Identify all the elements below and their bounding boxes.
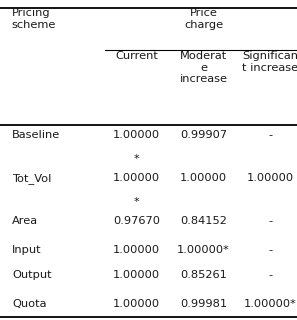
Text: Baseline: Baseline <box>12 130 60 140</box>
Text: 1.00000: 1.00000 <box>247 173 294 183</box>
Text: Output: Output <box>12 270 51 280</box>
Text: 1.00000: 1.00000 <box>113 245 160 255</box>
Text: Area: Area <box>12 216 38 226</box>
Text: 1.00000: 1.00000 <box>113 130 160 140</box>
Text: Moderat
e
increase: Moderat e increase <box>179 51 228 84</box>
Text: -: - <box>268 245 272 255</box>
Text: 1.00000: 1.00000 <box>113 299 160 309</box>
Text: 0.99981: 0.99981 <box>180 299 227 309</box>
Text: 1.00000*: 1.00000* <box>244 299 297 309</box>
Text: Input: Input <box>12 245 42 255</box>
Text: 0.97670: 0.97670 <box>113 216 160 226</box>
Text: Tot_Vol: Tot_Vol <box>12 173 51 184</box>
Text: Pricing
scheme: Pricing scheme <box>12 8 56 30</box>
Text: -: - <box>268 216 272 226</box>
Text: 0.84152: 0.84152 <box>180 216 227 226</box>
Text: Significan
t increase: Significan t increase <box>242 51 297 73</box>
Text: -: - <box>268 130 272 140</box>
Text: 0.85261: 0.85261 <box>180 270 227 280</box>
Text: 1.00000*: 1.00000* <box>177 245 230 255</box>
Text: *: * <box>134 197 139 207</box>
Text: 1.00000: 1.00000 <box>113 270 160 280</box>
Text: 1.00000: 1.00000 <box>113 173 160 183</box>
Text: Current: Current <box>115 51 158 61</box>
Text: Price
charge: Price charge <box>184 8 223 30</box>
Text: *: * <box>134 154 139 164</box>
Text: Quota: Quota <box>12 299 46 309</box>
Text: 0.99907: 0.99907 <box>180 130 227 140</box>
Text: 1.00000: 1.00000 <box>180 173 227 183</box>
Text: -: - <box>268 270 272 280</box>
